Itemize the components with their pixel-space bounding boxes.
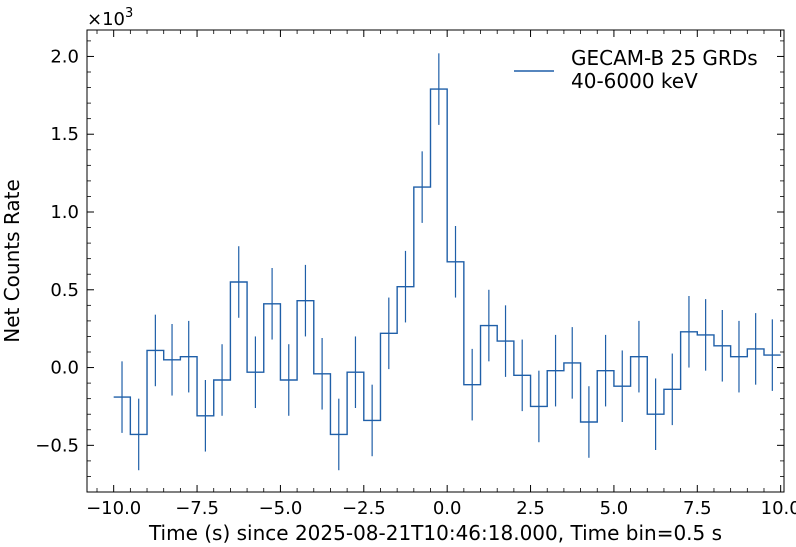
y-tick-label: 0.5 [50,280,79,301]
x-tick-label: −2.5 [342,498,386,519]
y-tick-label: 1.5 [50,124,79,145]
x-tick-label: 2.5 [516,498,545,519]
y-tick-label: 0.0 [50,358,79,379]
x-tick-label: −5.0 [259,498,303,519]
legend-entry-line: 40-6000 keV [571,69,698,93]
x-tick-label: −10.0 [86,498,141,519]
x-tick-label: 7.5 [683,498,712,519]
y-tick-label: −0.5 [35,435,79,456]
y-axis-label: Net Counts Rate [0,179,24,343]
y-axis-multiplier: ×103 [87,6,133,30]
plot-area [86,29,785,493]
legend-entry-line: GECAM-B 25 GRDs [571,46,758,70]
x-axis-label: Time (s) since 2025-08-21T10:46:18.000, … [148,521,722,545]
x-tick-label: 0.0 [433,498,462,519]
x-tick-label: 5.0 [600,498,629,519]
y-axis: −0.5 0.0 0.5 1.0 1.5 2.0 [35,40,784,493]
y-tick-label: 1.0 [50,202,79,223]
x-tick-label: −7.5 [175,498,219,519]
light-curve-series [113,53,781,471]
x-axis: −10.0 −7.5 −5.0 −2.5 0.0 2.5 5.0 7.5 10.0 [86,30,796,519]
y-axis-multiplier-base: ×10 [87,9,125,30]
y-axis-multiplier-exponent: 3 [125,6,133,21]
step-line [113,88,781,436]
x-tick-label: 10.0 [761,498,796,519]
y-tick-label: 2.0 [50,46,79,67]
plot-frame [86,29,785,493]
